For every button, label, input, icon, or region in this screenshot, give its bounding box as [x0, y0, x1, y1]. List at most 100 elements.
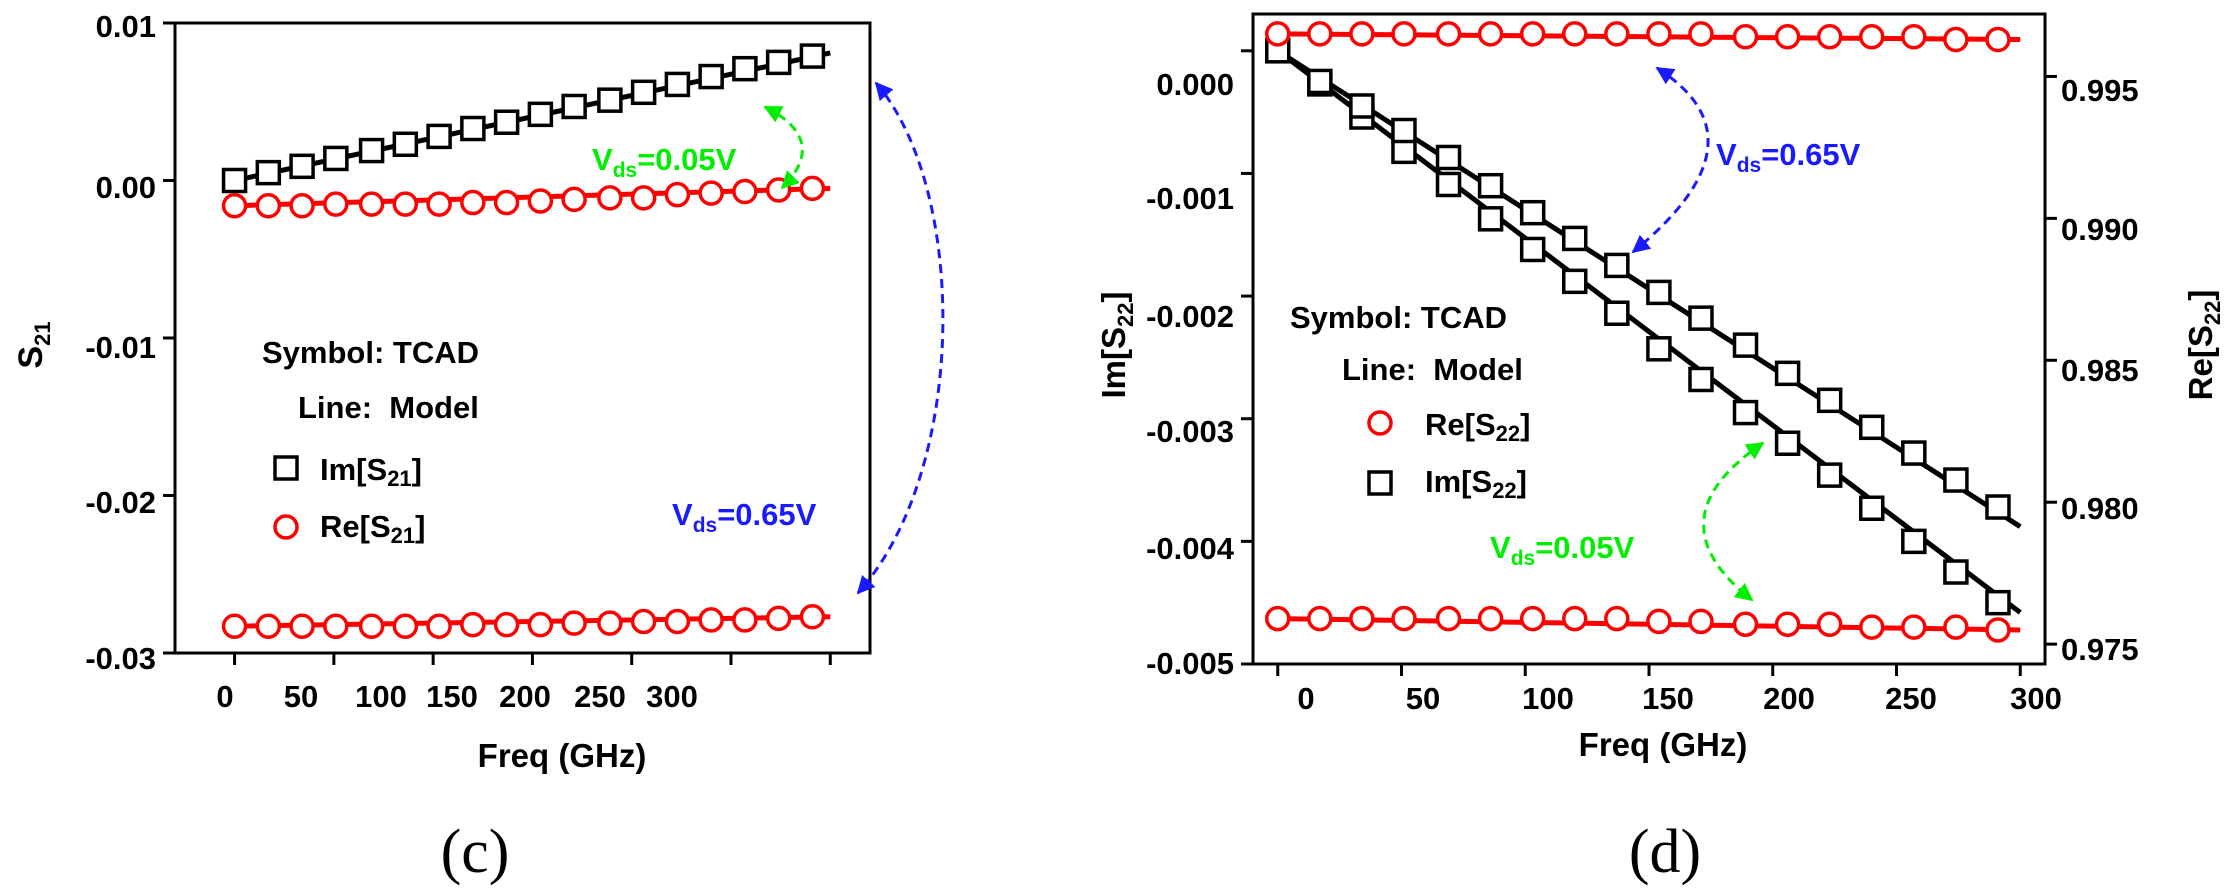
d-circle-point — [1901, 614, 1927, 640]
c-y-axis-label: S21 — [12, 321, 55, 368]
c-ytick-label: 0.00 — [96, 170, 156, 205]
d-green-arrow — [1702, 441, 1765, 602]
d-circle-point — [1307, 605, 1333, 632]
panel-d-axis-ticks — [1241, 49, 2057, 676]
d-annotation-vds-005: Vds=0.05V — [1490, 530, 1635, 570]
d-circle-point — [1732, 611, 1759, 638]
c-circle-point — [289, 613, 315, 639]
c-square-point — [698, 63, 724, 90]
d-x-axis-label: Freq (GHz) — [1579, 726, 1748, 763]
d-circle-point — [1435, 605, 1462, 632]
c-ytick-label: -0.01 — [85, 330, 156, 365]
c-ytick-label: -0.02 — [85, 485, 156, 520]
d-xtick-label: 200 — [1763, 681, 1815, 716]
d-circle-point — [1859, 614, 1885, 640]
d-square-point — [1646, 279, 1672, 306]
d-square-point — [1688, 305, 1714, 331]
c-square-point — [664, 71, 691, 98]
d-circle-point — [1816, 23, 1843, 50]
d-circle-point — [1774, 611, 1801, 638]
c-circle-point — [358, 613, 385, 639]
c-circle-point — [493, 189, 520, 216]
c-square-point — [732, 55, 758, 82]
c-circle-point — [561, 186, 587, 213]
d-square-point — [1901, 528, 1927, 555]
d-ytick-label: -0.002 — [1146, 299, 1234, 334]
c-circle-point — [527, 611, 554, 638]
panel-d: 0.000 -0.001 -0.002 -0.003 -0.004 -0.005… — [1095, 12, 2225, 886]
d-y2tick-label: 0.995 — [2061, 73, 2139, 108]
c-square-point — [323, 145, 349, 172]
d-circle-point — [1477, 605, 1504, 632]
c-circle-point — [493, 611, 520, 638]
c-green-arrow — [763, 105, 804, 190]
d-square-point — [1732, 332, 1759, 358]
d-y2-axis-label: Re[S22] — [2182, 290, 2225, 401]
d-y-axis-label: Im[S22] — [1095, 292, 1138, 399]
c-circle-point — [561, 610, 587, 636]
d-square-point — [1774, 360, 1801, 387]
c-xtick-label: 300 — [646, 679, 698, 714]
d-circle-point — [1349, 21, 1375, 47]
c-circle-point — [221, 192, 248, 219]
d-square-point — [1477, 206, 1504, 232]
d-xtick-label: 50 — [1406, 681, 1440, 716]
d-xtick-label: 100 — [1522, 681, 1574, 716]
d-xtick-label: 300 — [2010, 681, 2062, 716]
d-square-point — [1774, 430, 1801, 456]
d-square-point — [1688, 366, 1714, 393]
d-circle-point — [1816, 611, 1843, 638]
d-ytick-label: 0.000 — [1156, 67, 1234, 102]
c-legend-square-marker — [273, 455, 299, 481]
c-circle-point — [289, 192, 315, 219]
c-square-point — [765, 49, 792, 76]
d-circle-point — [1265, 21, 1291, 47]
d-circle-point — [1562, 21, 1588, 47]
d-legend-square-marker — [1367, 470, 1393, 496]
c-circle-point — [630, 185, 657, 211]
c-circle-point — [323, 613, 349, 639]
c-legend-circle-marker — [273, 514, 299, 540]
d-circle-point — [1265, 605, 1291, 632]
d-square-point — [1901, 440, 1927, 466]
d-square-point — [1519, 199, 1546, 226]
d-square-point — [1604, 252, 1630, 279]
d-square-point — [1985, 494, 2011, 520]
d-circle-point — [1688, 21, 1714, 47]
d-square-point — [1562, 268, 1588, 295]
c-circle-point — [392, 613, 419, 639]
c-circle-point — [664, 181, 691, 208]
d-square-point — [1985, 589, 2011, 616]
c-circle-point — [255, 192, 282, 219]
d-circle-point — [1985, 617, 2011, 643]
d-circle-point — [1901, 23, 1927, 50]
d-circle-point — [1774, 23, 1801, 50]
c-circle-point — [426, 191, 452, 217]
d-xtick-label: 150 — [1642, 681, 1694, 716]
c-annotation-vds-005: Vds=0.05V — [592, 142, 737, 182]
c-ytick-label: 0.01 — [96, 9, 156, 44]
c-square-point — [358, 137, 385, 164]
d-square-point — [1604, 300, 1630, 326]
c-xtick-label: 100 — [355, 679, 407, 714]
d-legend-circle-marker — [1367, 410, 1393, 436]
c-square-point — [221, 167, 248, 194]
d-square-point — [1562, 225, 1588, 252]
d-circle-point — [1477, 21, 1504, 47]
d-circle-point — [1391, 605, 1417, 632]
d-square-point — [1943, 467, 1969, 493]
c-legend-entry-re: Re[S21] — [320, 509, 425, 548]
panel-c-markers — [221, 43, 826, 639]
d-circle-point — [1435, 21, 1462, 47]
c-square-point — [392, 131, 419, 158]
c-circle-point — [426, 613, 452, 639]
d-circle-point — [1604, 21, 1630, 47]
d-circle-point — [1943, 26, 1969, 53]
d-ytick-label: -0.004 — [1146, 531, 1235, 566]
c-circle-point — [698, 607, 724, 633]
d-circle-point — [1732, 23, 1759, 50]
panel-d-markers — [1265, 21, 2011, 643]
d-panel-label: (d) — [1629, 818, 1701, 886]
c-square-point — [630, 79, 657, 106]
